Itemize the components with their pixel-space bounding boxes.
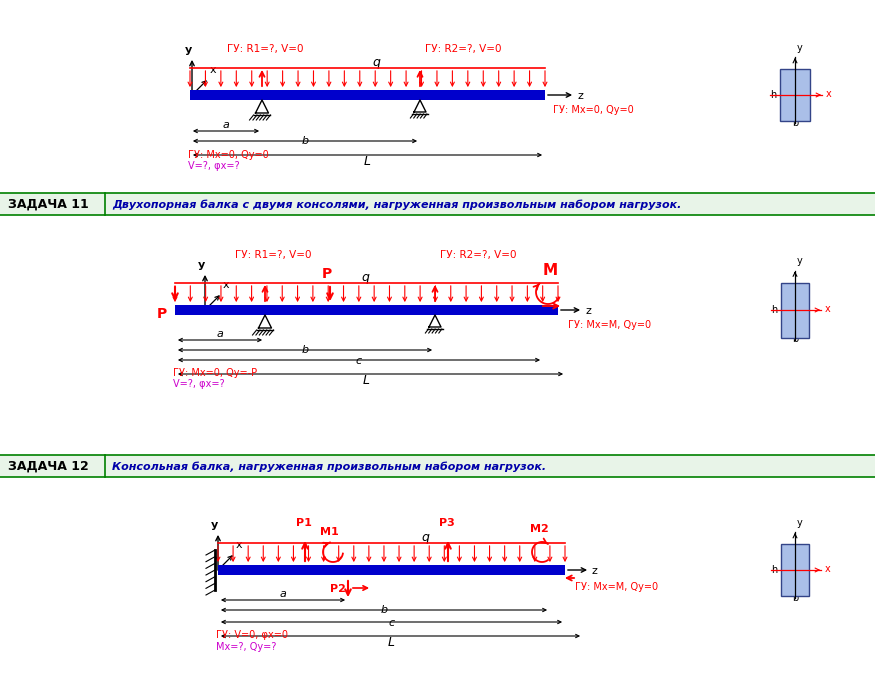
Text: x: x <box>826 89 832 99</box>
Text: ГУ: V=0, φx=0: ГУ: V=0, φx=0 <box>216 630 288 640</box>
Text: x: x <box>210 65 217 75</box>
Bar <box>781 282 809 337</box>
Text: y: y <box>198 260 206 270</box>
Text: M: M <box>543 263 558 278</box>
Text: ГУ: Mx=0, Qy=-P: ГУ: Mx=0, Qy=-P <box>173 368 257 378</box>
Text: x: x <box>236 540 242 550</box>
Text: a: a <box>280 589 286 599</box>
Text: P1: P1 <box>296 518 311 528</box>
Text: x: x <box>223 280 229 290</box>
Text: c: c <box>356 356 362 366</box>
Text: h: h <box>771 565 777 575</box>
Text: q: q <box>373 56 381 69</box>
Text: q: q <box>422 531 430 544</box>
Text: b: b <box>381 605 388 615</box>
Bar <box>190 90 545 100</box>
Text: y: y <box>211 520 218 530</box>
Text: P: P <box>157 307 167 321</box>
Text: y: y <box>797 257 802 266</box>
Text: h: h <box>771 305 777 315</box>
Bar <box>175 305 558 315</box>
Text: Двухопорная балка с двумя консолями, нагруженная произвольным набором нагрузок.: Двухопорная балка с двумя консолями, наг… <box>112 199 682 210</box>
Text: ГУ: R2=?, V=0: ГУ: R2=?, V=0 <box>440 250 516 260</box>
Text: P3: P3 <box>439 518 455 528</box>
Text: y: y <box>797 518 802 528</box>
Text: ГУ: Mx=M, Qy=0: ГУ: Mx=M, Qy=0 <box>575 582 658 592</box>
Text: L: L <box>363 374 370 387</box>
Text: b: b <box>301 136 309 146</box>
Text: Консольная балка, нагруженная произвольным набором нагрузок.: Консольная балка, нагруженная произвольн… <box>112 461 546 472</box>
Bar <box>0 193 875 215</box>
Text: a: a <box>222 120 229 130</box>
Text: Mx=?, Qy=?: Mx=?, Qy=? <box>216 642 276 652</box>
Text: a: a <box>217 329 223 339</box>
Text: b: b <box>301 345 309 355</box>
Text: y: y <box>797 43 802 53</box>
Text: y: y <box>185 45 192 55</box>
Text: z: z <box>577 91 583 101</box>
Text: b: b <box>792 593 798 603</box>
Text: c: c <box>388 618 395 628</box>
Text: M2: M2 <box>530 524 549 534</box>
Bar <box>780 69 810 121</box>
Text: z: z <box>592 566 598 576</box>
Text: ЗАДАЧА 11: ЗАДАЧА 11 <box>8 198 88 211</box>
Text: ГУ: R1=?, V=0: ГУ: R1=?, V=0 <box>227 44 304 54</box>
Text: L: L <box>364 155 371 168</box>
Text: z: z <box>585 306 591 316</box>
Text: ГУ: R2=?, V=0: ГУ: R2=?, V=0 <box>425 44 501 54</box>
Text: q: q <box>361 271 369 284</box>
Text: P: P <box>322 267 332 281</box>
Text: V=?, φx=?: V=?, φx=? <box>188 161 240 171</box>
Bar <box>781 544 809 596</box>
Text: x: x <box>825 304 830 314</box>
Text: M1: M1 <box>320 527 339 537</box>
Text: b: b <box>792 118 798 128</box>
Text: ГУ: Mx=0, Qy=0: ГУ: Mx=0, Qy=0 <box>188 150 269 160</box>
Text: h: h <box>770 90 776 100</box>
Text: ГУ: Mx=0, Qy=0: ГУ: Mx=0, Qy=0 <box>553 105 634 115</box>
Text: ГУ: R1=?, V=0: ГУ: R1=?, V=0 <box>235 250 312 260</box>
Text: b: b <box>792 335 798 344</box>
Text: x: x <box>825 564 830 574</box>
Text: V=?, φx=?: V=?, φx=? <box>173 379 225 389</box>
Text: ГУ: Mx=M, Qy=0: ГУ: Mx=M, Qy=0 <box>568 320 651 330</box>
Text: L: L <box>388 636 395 649</box>
Text: ЗАДАЧА 12: ЗАДАЧА 12 <box>8 460 88 473</box>
Bar <box>218 565 565 575</box>
Text: P2: P2 <box>330 584 346 594</box>
Bar <box>0 455 875 477</box>
